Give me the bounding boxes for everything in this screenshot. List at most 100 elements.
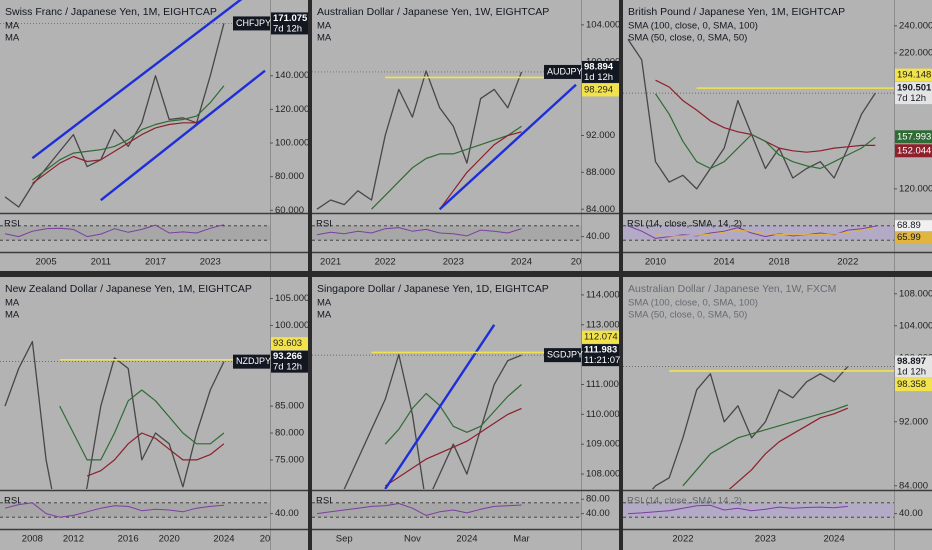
x-tick-label: Nov: [404, 534, 421, 545]
level-box: [582, 83, 619, 97]
rsi-label: RSI: [316, 496, 332, 507]
x-tick-label: 2024: [823, 534, 844, 545]
rsi-pane: [312, 502, 581, 518]
rsi-pane: [0, 224, 270, 241]
chart-title: Singapore Dollar / Japanese Yen, 1D, EIG…: [317, 283, 549, 295]
y-tick-label: 100.000: [275, 138, 309, 149]
x-tick-label: 2023: [755, 534, 776, 545]
rsi-pane: [312, 225, 581, 241]
y-tick-label: 85.000: [275, 401, 304, 412]
y-tick-label: 105.000: [275, 293, 309, 304]
x-tick-label: 2024: [511, 257, 532, 268]
price-countdown: 7d 12h: [273, 23, 302, 34]
trendline: [31, 0, 243, 160]
x-tick-label: 2016: [118, 534, 139, 545]
price-line: [316, 70, 523, 210]
price-value: 171.075: [273, 13, 308, 24]
x-tick-label: 20: [260, 534, 271, 545]
ma-line: [59, 389, 225, 461]
rsi-label: RSI: [4, 219, 20, 230]
legend-entry: SMA (100, close, 0, SMA, 100): [628, 21, 758, 32]
chart-title: New Zealand Dollar / Japanese Yen, 1M, E…: [5, 283, 252, 295]
ma-line: [384, 407, 522, 487]
x-tick-label: Mar: [513, 534, 529, 545]
legend-entry: MA: [5, 33, 20, 44]
rsi-line: [655, 226, 876, 237]
price-box: [271, 350, 308, 373]
level-box: [895, 68, 932, 82]
ma-line: [86, 432, 225, 477]
x-tick-label: 2010: [645, 257, 666, 268]
level-value: 194.148: [897, 70, 931, 81]
rsi-label: RSI: [4, 496, 20, 507]
x-tick-label: 2024: [213, 534, 234, 545]
symbol-box: [544, 348, 581, 363]
last-value: 152.044: [897, 145, 931, 156]
y-tick-label: 92.000: [586, 130, 615, 141]
ma-line: [32, 102, 225, 184]
ma-line: [682, 404, 848, 487]
trendline: [100, 69, 266, 202]
price-countdown: 1d 12h: [897, 367, 926, 378]
legend-entry: SMA (50, close, 0, SMA, 50): [628, 33, 747, 44]
price-value: 190.501: [897, 83, 932, 94]
price-box: [271, 12, 308, 35]
price-value: 111.983: [584, 345, 617, 356]
x-tick-label: 2012: [63, 534, 84, 545]
main-pane: [623, 366, 894, 489]
price-value: 93.266: [273, 351, 302, 362]
x-tick-label: 2022: [375, 257, 396, 268]
y-tick-label: 240.000: [899, 20, 932, 31]
y-tick-label: 88.000: [586, 167, 615, 178]
x-tick-label: 2005: [35, 257, 56, 268]
level-value: 93.603: [273, 338, 302, 349]
y-tick-label: 40.00: [899, 508, 923, 519]
rsi-pane: [0, 502, 270, 518]
main-pane: [0, 0, 270, 208]
rsi-band-fill: [0, 502, 270, 518]
level-box: [895, 378, 932, 392]
rsi-line: [4, 502, 224, 518]
legend-entry: MA: [317, 33, 332, 44]
ma-line: [728, 407, 849, 489]
symbol-label: CHFJPY: [236, 18, 271, 28]
last-value-box: [895, 144, 932, 158]
rsi-line: [627, 225, 876, 239]
x-tick-label: 2022: [672, 534, 693, 545]
x-tick-label: 2023: [443, 257, 464, 268]
rsi-line: [316, 503, 522, 516]
trendline: [438, 83, 577, 211]
y-tick-label: 84.000: [899, 480, 928, 491]
legend-entry: MA: [317, 310, 332, 321]
chart-panel: 75.000 80.000 85.000 100.000 105.000 40.00 200…: [0, 277, 309, 550]
y-tick-label: 111.000: [586, 379, 619, 390]
symbol-label: AUDJPY: [547, 66, 583, 76]
ma-line: [371, 125, 522, 210]
price-box: [582, 60, 619, 83]
price-value: 98.894: [584, 61, 614, 72]
ma-line: [32, 85, 225, 181]
y-tick-label: 140.000: [275, 70, 309, 81]
y-tick-label: 104.000: [899, 320, 932, 331]
legend-entry: SMA (50, close, 0, SMA, 50): [628, 310, 747, 321]
last-value-box: [895, 220, 932, 232]
chart-title: Australian Dollar / Japanese Yen, 1W, EI…: [317, 6, 549, 18]
price-line: [4, 340, 225, 489]
last-value: 157.993: [897, 131, 931, 142]
y-tick-label: 120.000: [899, 183, 932, 194]
x-tick-label: 2018: [769, 257, 790, 268]
symbol-label: SGDJPY: [547, 350, 583, 360]
y-tick-label: 84.000: [586, 204, 615, 215]
price-line: [343, 353, 522, 489]
y-tick-label: 92.000: [899, 416, 928, 427]
x-tick-label: 2022: [837, 257, 858, 268]
x-tick-label: 2023: [200, 257, 221, 268]
price-countdown: 7d 12h: [897, 93, 926, 104]
x-tick-label: Sep: [336, 534, 353, 545]
legend-entry: MA: [5, 298, 20, 309]
price-countdown: 7d 12h: [273, 362, 302, 373]
rsi-line: [316, 227, 522, 237]
chart-title: Swiss Franc / Japanese Yen, 1M, EIGHTCAP: [5, 6, 217, 18]
y-tick-label: 80.000: [275, 171, 304, 182]
